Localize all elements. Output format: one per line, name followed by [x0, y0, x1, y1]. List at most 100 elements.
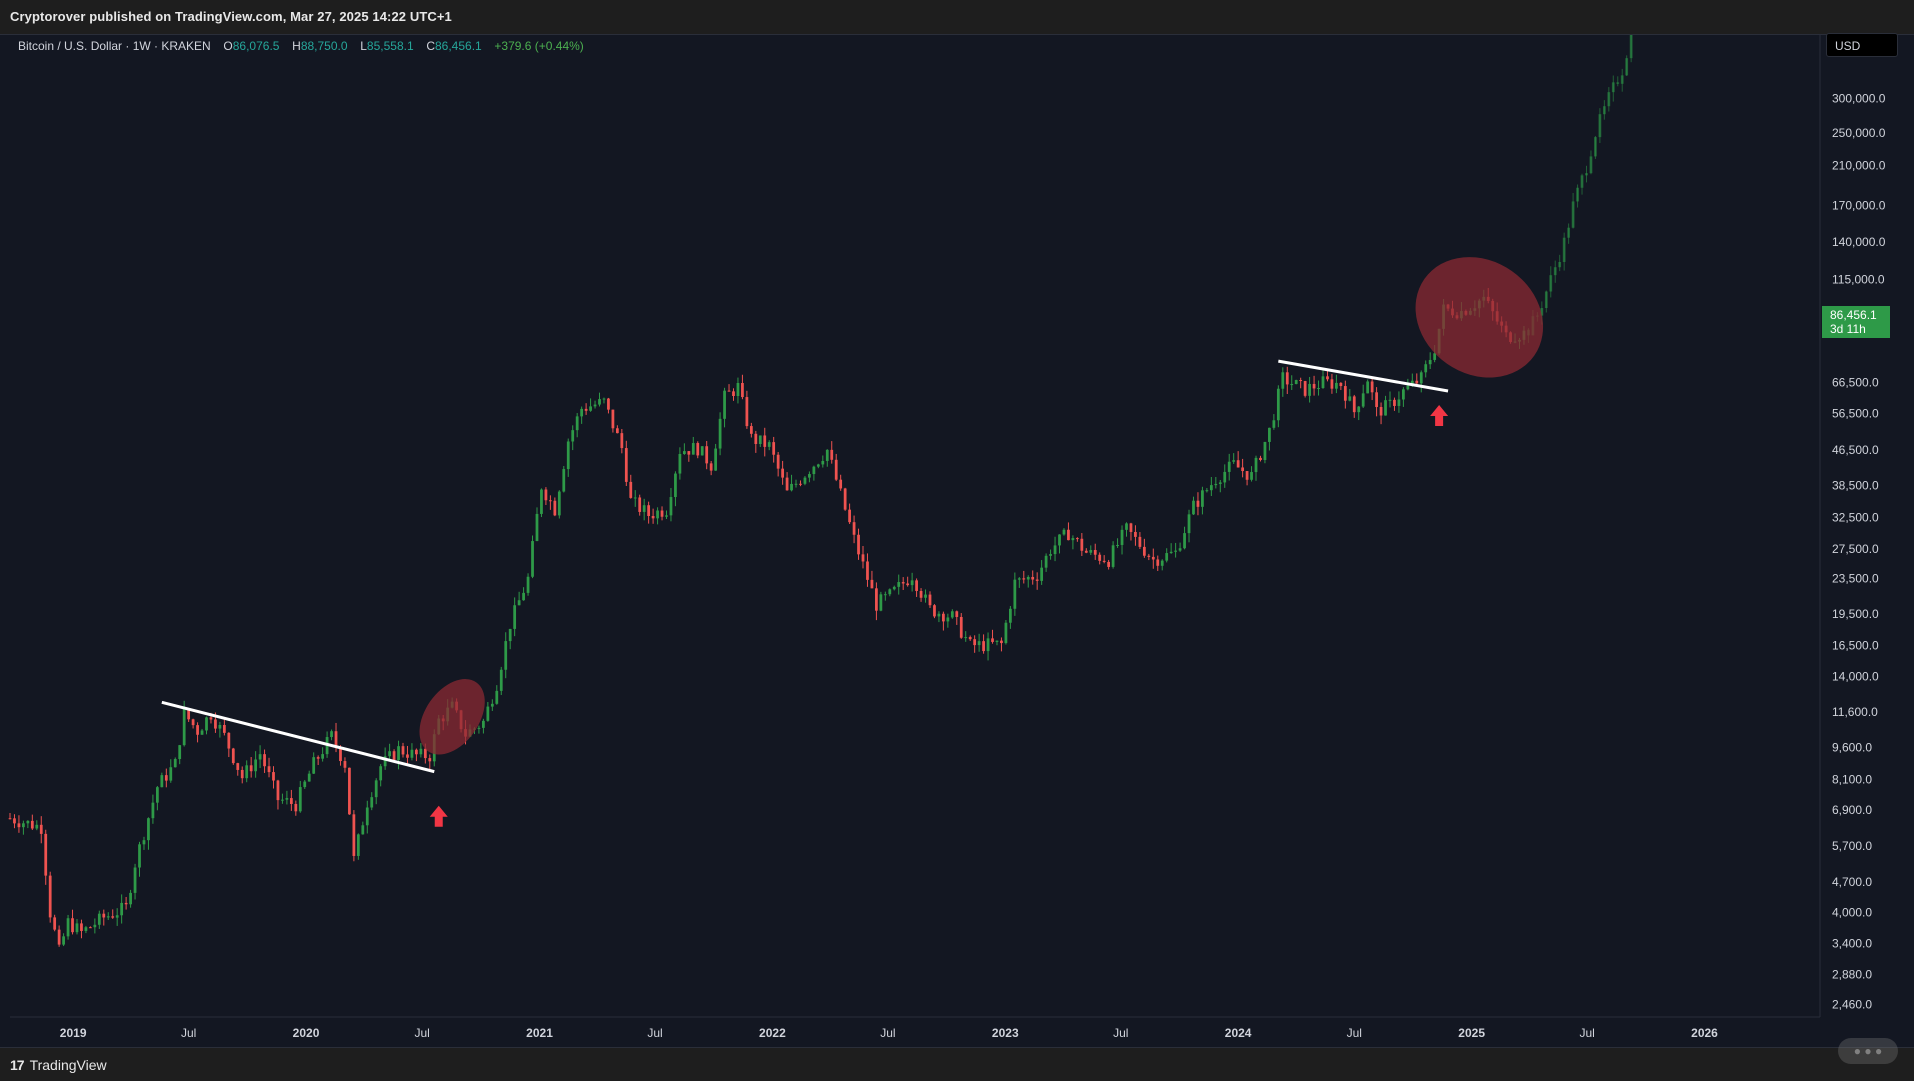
candle-body [1160, 560, 1164, 566]
candle-body [866, 561, 869, 580]
candle-body [1611, 82, 1615, 93]
candle-body [1031, 576, 1035, 580]
candle-body [812, 466, 816, 475]
candle-body [1232, 460, 1236, 462]
candle-body [598, 399, 601, 405]
candle-body [1192, 500, 1195, 515]
y-tick-label: 16,500.0 [1832, 638, 1879, 652]
candle-body [1089, 549, 1093, 553]
candle-body [330, 731, 333, 738]
candle-body [93, 924, 97, 928]
candle-body [749, 426, 753, 434]
candle-body [1540, 308, 1544, 316]
candle-body [1017, 578, 1021, 580]
candle-body [214, 719, 217, 729]
candle-body [147, 818, 150, 841]
candle-body [794, 483, 798, 485]
candle-body [1084, 550, 1088, 553]
candle-body [709, 463, 713, 471]
candle-body [1419, 372, 1423, 384]
candle-body [1553, 267, 1557, 276]
x-tick-label: 2025 [1458, 1026, 1485, 1040]
candle-body [732, 391, 735, 397]
x-tick-label: Jul [181, 1026, 196, 1040]
candle-body [959, 616, 963, 638]
y-tick-label: 6,900.0 [1832, 803, 1872, 817]
candle-body [602, 398, 606, 400]
candle-body [857, 534, 860, 555]
candle-body [1620, 75, 1624, 84]
chart-area[interactable]: 300,000.0 250,000.0 210,000.0 170,000.0 140,… [0, 35, 1914, 1047]
candle-body [1348, 396, 1352, 401]
candle-body [267, 766, 271, 773]
candle-body [544, 489, 548, 501]
candle-body [1285, 372, 1289, 385]
candle-body [39, 824, 43, 834]
footer-bar: 17 TradingView [0, 1047, 1914, 1081]
trendline [1278, 359, 1449, 393]
candle-body [1290, 384, 1294, 386]
candle-body [1236, 460, 1240, 468]
candle-body [53, 917, 57, 930]
candle-body [834, 459, 838, 480]
candle-body [222, 725, 226, 733]
candle-body [1053, 545, 1057, 555]
candle-body [825, 449, 829, 461]
candle-body [776, 454, 780, 469]
price-chart[interactable]: 300,000.0 250,000.0 210,000.0 170,000.0 140,… [0, 35, 1914, 1047]
tradingview-icon: 17 [10, 1057, 25, 1073]
y-tick-label: 4,700.0 [1832, 875, 1872, 889]
candle-body [892, 586, 896, 590]
candle-body [870, 579, 874, 589]
candle-body [1000, 640, 1003, 644]
candle-body [758, 435, 762, 444]
candle-body [428, 758, 432, 762]
y-tick-label: 140,000.0 [1832, 235, 1886, 249]
candle-body [910, 580, 914, 586]
candle-body [272, 772, 275, 781]
candle-body [1040, 567, 1044, 581]
candle-body [633, 497, 637, 499]
y-tick-label: 4,000.0 [1832, 906, 1872, 920]
y-tick-label: 27,500.0 [1832, 542, 1879, 556]
candle-body [1165, 553, 1169, 561]
open-value: 86,076.5 [232, 39, 280, 53]
candle-body [620, 433, 624, 449]
candle-body [517, 600, 521, 606]
candle-body [705, 446, 709, 464]
candle-body [566, 441, 570, 470]
currency-selector[interactable]: USD [1826, 33, 1898, 57]
high-value: 88,750.0 [300, 39, 348, 53]
x-tick-label: Jul [880, 1026, 895, 1040]
candle-body [30, 820, 34, 829]
candle-body [133, 867, 137, 893]
candle-body [557, 491, 561, 516]
candle-body [120, 902, 124, 916]
published-info: Cryptorover published on TradingView.com… [10, 9, 452, 24]
candle-body [1147, 555, 1151, 557]
candle-body [209, 717, 213, 720]
tradingview-logo[interactable]: 17 TradingView [10, 1057, 107, 1073]
candle-body [84, 927, 88, 931]
candle-body [1294, 380, 1298, 385]
candle-body [1402, 389, 1405, 400]
candle-body [1071, 538, 1075, 541]
candle-body [482, 720, 485, 728]
candle-body [682, 451, 686, 454]
candle-body [1366, 381, 1370, 394]
candle-body [727, 390, 731, 392]
candle-body [1303, 381, 1307, 396]
candle-body [392, 751, 396, 761]
candle-body [307, 773, 311, 782]
candle-body [370, 797, 374, 808]
candle-body [535, 513, 539, 542]
candle-body [1424, 364, 1428, 373]
candle-body [71, 918, 74, 933]
candle-body [285, 798, 289, 800]
candle-body [419, 748, 423, 755]
candle-body [1201, 490, 1204, 507]
candle-body [584, 408, 588, 411]
candle-body [875, 588, 878, 611]
candle-body [1549, 275, 1553, 292]
last-price-badge: 86,456.1 3d 11h [1822, 306, 1890, 338]
